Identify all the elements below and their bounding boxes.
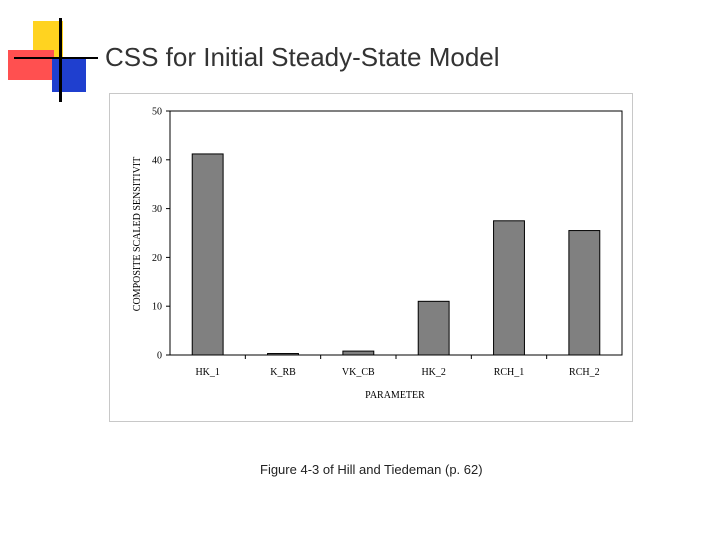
bar-chart: 0 10 20 30 40 50 HK_1 K_RB VK_CB HK_2 RCH_1 RCH_2 C… bbox=[132, 107, 623, 401]
y-tick-label: 50 bbox=[152, 107, 162, 118]
deco-red-square bbox=[8, 50, 54, 80]
plot-area: 0 10 20 30 40 50 HK_1 K_RB VK_CB HK_2 RCH_1 RCH_2 bbox=[152, 107, 623, 378]
decorative-logo bbox=[0, 0, 100, 102]
bar-hk-1 bbox=[191, 153, 224, 356]
y-axis-label: COMPOSITE SCALED SENSITIVIT bbox=[132, 157, 143, 311]
y-tick-label: 40 bbox=[152, 155, 162, 166]
bar-rch-2 bbox=[568, 230, 601, 356]
plot-box bbox=[169, 110, 623, 356]
slide-title: CSS for Initial Steady-State Model bbox=[105, 42, 500, 72]
x-tick-label: RCH_1 bbox=[494, 367, 525, 378]
x-tick-label: HK_1 bbox=[195, 367, 219, 378]
y-tick-label: 10 bbox=[152, 302, 162, 313]
deco-blue-square bbox=[52, 58, 86, 92]
bar-k-rb bbox=[267, 353, 299, 356]
y-tick-label: 20 bbox=[152, 253, 162, 264]
bar-rch-1 bbox=[493, 220, 525, 356]
bar-hk-2 bbox=[417, 300, 450, 356]
bar-vk-cb bbox=[342, 350, 375, 356]
x-tick-label: HK_2 bbox=[421, 367, 445, 378]
x-tick-label: VK_CB bbox=[342, 367, 375, 378]
x-tick-label: RCH_2 bbox=[569, 367, 600, 378]
y-tick-label: 30 bbox=[152, 204, 162, 215]
y-tick-label: 0 bbox=[157, 351, 162, 362]
chart-frame: 0 10 20 30 40 50 HK_1 K_RB VK_CB HK_2 RCH_1 RCH_2 C… bbox=[109, 93, 633, 422]
x-tick-label: K_RB bbox=[270, 367, 296, 378]
deco-vertical-line bbox=[59, 18, 62, 102]
x-axis-label: PARAMETER bbox=[365, 390, 425, 401]
figure-caption: Figure 4-3 of Hill and Tiedeman (p. 62) bbox=[260, 462, 483, 477]
deco-horizontal-line bbox=[14, 57, 98, 59]
